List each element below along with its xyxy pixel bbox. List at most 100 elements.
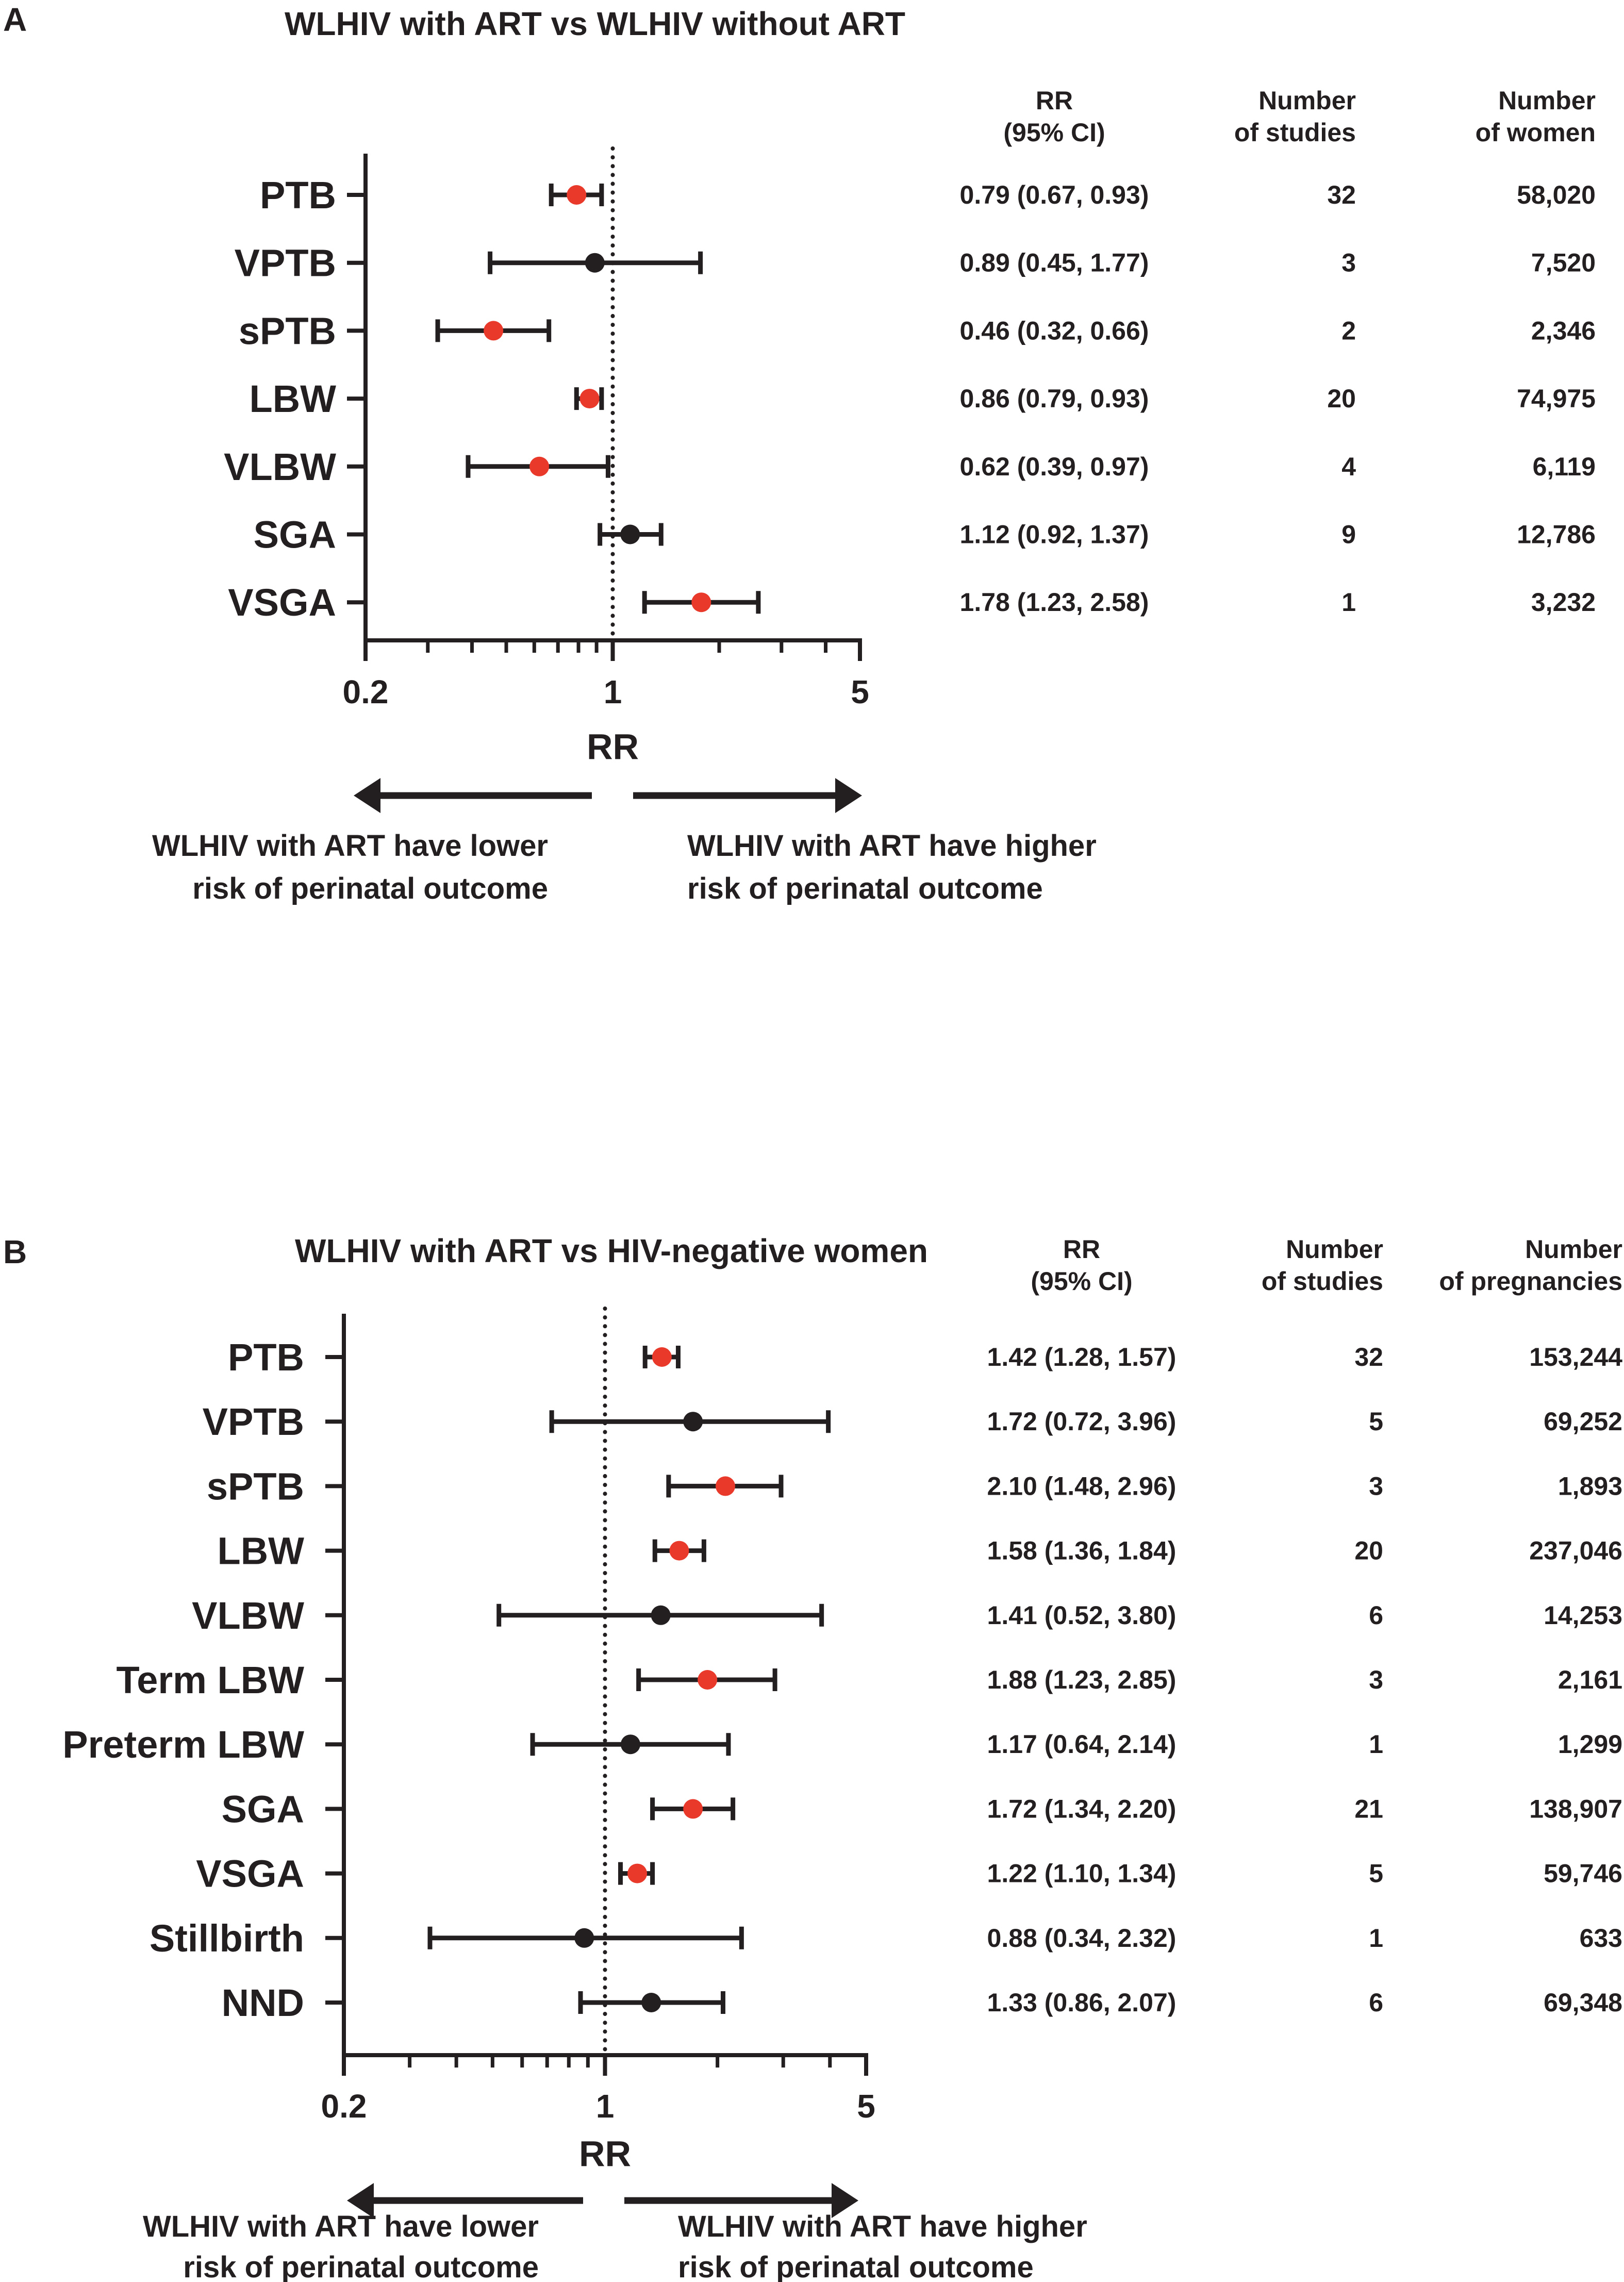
column-header: RR [1063,1235,1100,1264]
studies-cell: 5 [1369,1859,1383,1888]
rr-ci-cell: 1.22 (1.10, 1.34) [987,1859,1176,1888]
point-estimate [585,253,605,273]
count-cell: 1,893 [1558,1471,1622,1500]
row-label: sPTB [239,309,336,352]
point-estimate [529,456,550,476]
panel-letter: B [3,1233,27,1270]
left-arrow-head [354,778,380,813]
x-tick-label: 5 [857,2088,875,2125]
rr-ci-cell: 1.72 (1.34, 2.20) [987,1794,1176,1823]
count-cell: 12,786 [1517,520,1596,549]
right-arrow-head [832,2183,858,2218]
panel-b: B WLHIV with ART vs HIV-negative women RR (… [3,1232,1622,2282]
count-cell: 2,161 [1558,1665,1622,1694]
row-label: LBW [218,1530,305,1573]
x-tick-label: 1 [604,673,622,710]
studies-cell: 6 [1369,1988,1383,2017]
column-header: Number [1258,86,1356,115]
rr-ci-cell: 2.10 (1.48, 2.96) [987,1471,1176,1500]
point-estimate [698,1670,718,1690]
rr-ci-cell: 1.58 (1.36, 1.84) [987,1536,1176,1565]
studies-cell: 6 [1369,1601,1383,1630]
right-arrow-head [835,778,862,813]
row-label: sPTB [207,1465,304,1508]
column-header: Number [1498,86,1596,115]
count-cell: 59,746 [1544,1859,1622,1888]
point-estimate [620,1734,640,1755]
count-cell: 74,975 [1517,384,1596,413]
studies-cell: 3 [1369,1665,1383,1694]
rr-ci-cell: 1.41 (0.52, 3.80) [987,1601,1176,1630]
column-header: of studies [1262,1267,1383,1296]
rr-ci-cell: 1.17 (0.64, 2.14) [987,1730,1176,1759]
point-estimate [683,1412,703,1432]
left-note-line: risk of perinatal outcome [192,872,548,905]
point-estimate [651,1605,671,1625]
point-estimate [652,1347,672,1367]
studies-cell: 3 [1341,249,1356,277]
count-cell: 69,252 [1544,1407,1622,1436]
row-label: Term LBW [116,1659,304,1701]
point-estimate [484,321,504,341]
rr-ci-cell: 0.89 (0.45, 1.77) [960,249,1149,277]
rr-ci-cell: 0.86 (0.79, 0.93) [960,384,1149,413]
row-label: SGA [222,1788,304,1830]
rr-ci-cell: 0.79 (0.67, 0.93) [960,180,1149,209]
rr-ci-cell: 1.88 (1.23, 2.85) [987,1665,1176,1694]
row-label: VLBW [224,445,336,488]
rr-ci-cell: 0.88 (0.34, 2.32) [987,1924,1176,1953]
point-estimate [627,1863,648,1883]
studies-cell: 4 [1341,452,1356,481]
count-cell: 1,299 [1558,1730,1622,1759]
studies-cell: 20 [1327,384,1356,413]
left-note-line: WLHIV with ART have lower [143,2210,539,2243]
column-header: of women [1476,118,1596,147]
rr-ci-cell: 1.72 (0.72, 3.96) [987,1407,1176,1436]
rr-ci-cell: 0.62 (0.39, 0.97) [960,452,1149,481]
studies-cell: 1 [1369,1730,1383,1759]
x-axis-label: RR [579,2134,631,2174]
right-note-line: risk of perinatal outcome [687,872,1043,905]
point-estimate [579,389,600,409]
column-header: (95% CI) [1003,118,1105,147]
point-estimate [691,592,711,613]
left-arrow-head [347,2183,374,2218]
studies-cell: 2 [1341,316,1356,345]
count-cell: 237,046 [1529,1536,1622,1565]
rr-ci-cell: 0.46 (0.32, 0.66) [960,316,1149,345]
point-estimate [620,524,640,544]
x-tick-label: 5 [851,673,869,710]
count-cell: 58,020 [1517,180,1596,209]
point-estimate [669,1541,689,1561]
x-tick-label: 0.2 [321,2088,367,2125]
row-label: VPTB [203,1400,304,1443]
rr-ci-cell: 1.78 (1.23, 2.58) [960,588,1149,617]
studies-cell: 21 [1354,1794,1383,1823]
point-estimate [641,1993,661,2012]
studies-cell: 32 [1327,180,1356,209]
row-label: VSGA [228,581,336,624]
row-label: VPTB [235,242,336,285]
point-estimate [574,1928,594,1948]
column-header: (95% CI) [1031,1267,1132,1296]
panel-title: WLHIV with ART vs HIV-negative women [295,1232,928,1269]
left-note-line: WLHIV with ART have lower [152,829,548,863]
x-tick-label: 1 [596,2088,615,2125]
row-label: Preterm LBW [62,1723,304,1766]
x-tick-label: 0.2 [343,673,389,710]
row-label: VLBW [192,1594,304,1637]
panel-title: WLHIV with ART vs WLHIV without ART [285,5,905,42]
studies-cell: 32 [1354,1343,1383,1371]
count-cell: 633 [1580,1924,1622,1953]
row-label: NND [222,1981,304,2024]
row-label: Stillbirth [150,1917,304,1960]
column-header: Number [1525,1235,1622,1264]
studies-cell: 1 [1369,1924,1383,1953]
count-cell: 2,346 [1531,316,1596,345]
rr-ci-cell: 1.12 (0.92, 1.37) [960,520,1149,549]
rr-ci-cell: 1.33 (0.86, 2.07) [987,1988,1176,2017]
studies-cell: 5 [1369,1407,1383,1436]
count-cell: 6,119 [1533,452,1596,481]
column-header: RR [1036,86,1073,115]
